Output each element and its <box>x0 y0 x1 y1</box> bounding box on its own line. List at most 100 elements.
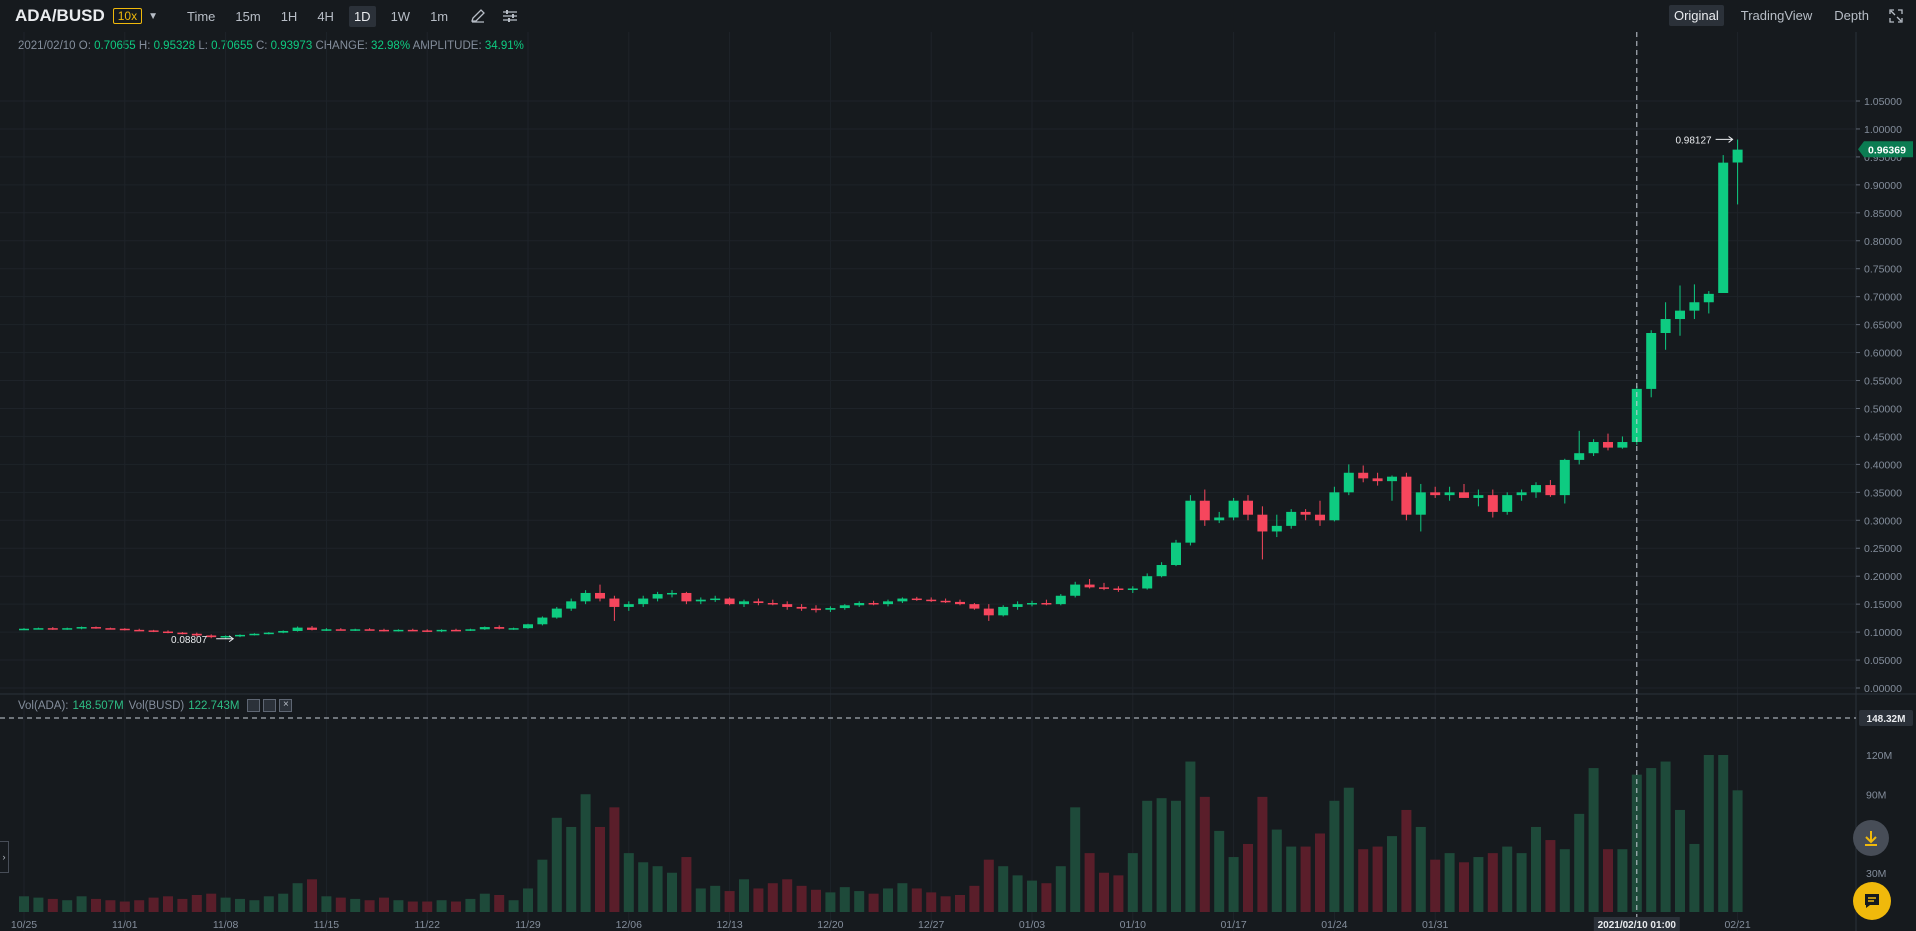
volume-bar <box>1646 768 1657 912</box>
y-tick-label: 0.50000 <box>1864 403 1902 415</box>
chat-button[interactable] <box>1853 882 1891 920</box>
interval-1w[interactable]: 1W <box>390 8 411 24</box>
volume-bar <box>422 901 433 912</box>
x-tick-label: 01/17 <box>1220 919 1246 931</box>
ohlc-date: 2021/02/10 <box>18 40 76 52</box>
volume-bar <box>1257 796 1268 912</box>
x-tick-label: 12/06 <box>616 919 642 931</box>
volume-bar <box>1516 853 1527 912</box>
x-tick-label: 11/29 <box>515 919 541 931</box>
candle <box>292 626 303 632</box>
volume-bar <box>911 888 922 912</box>
volume-bar <box>710 885 721 912</box>
eye-icon[interactable] <box>247 699 261 712</box>
y-tick-label: 1.00000 <box>1864 124 1902 136</box>
volume-bar <box>739 879 749 912</box>
x-tick-label: 11/08 <box>213 919 239 931</box>
side-panel-toggle[interactable]: › <box>0 841 9 873</box>
expand-icon[interactable] <box>1888 8 1904 24</box>
volume-bar <box>1660 761 1671 912</box>
y-tick-label: 0.40000 <box>1864 459 1902 471</box>
volume-bar <box>76 896 87 912</box>
candle <box>926 597 937 602</box>
candle <box>1588 439 1599 456</box>
volume-bar <box>91 898 101 912</box>
interval-15m[interactable]: 15m <box>235 8 261 24</box>
close-icon[interactable]: × <box>279 699 293 712</box>
interval-time[interactable]: Time <box>187 8 216 24</box>
gear-icon[interactable] <box>263 699 277 712</box>
y-tick-label: 0.05000 <box>1864 655 1902 667</box>
y-tick-label: 0.55000 <box>1864 376 1902 388</box>
candle <box>1444 486 1455 501</box>
candle <box>998 605 1009 617</box>
volume-bar <box>998 866 1009 912</box>
candle <box>436 629 447 633</box>
volume-bar <box>278 893 289 912</box>
view-tradingview[interactable]: TradingView <box>1740 8 1813 23</box>
candle <box>523 623 533 629</box>
candle <box>119 628 130 631</box>
vol-tick-label: 30M <box>1866 868 1886 880</box>
candle <box>321 628 332 631</box>
interval-1d[interactable]: 1D <box>348 5 376 27</box>
candle <box>1070 581 1081 598</box>
candle <box>206 634 217 639</box>
pencil-icon[interactable] <box>469 7 487 25</box>
candle <box>465 628 476 631</box>
volume-bar <box>595 826 605 912</box>
candle <box>1228 497 1239 521</box>
download-button[interactable] <box>1853 820 1889 856</box>
chevron-down-icon[interactable]: ▼ <box>148 10 158 22</box>
candle <box>1516 489 1527 501</box>
leverage-badge[interactable]: 10x <box>112 8 143 24</box>
y-tick-label: 0.25000 <box>1864 543 1902 555</box>
volume-bar <box>1185 761 1196 912</box>
price-chart[interactable]: 1.050001.000000.950000.900000.850000.800… <box>0 32 1916 931</box>
interval-4h[interactable]: 4H <box>317 8 334 24</box>
ohlc-low-label: L: <box>198 40 208 52</box>
volume-bar <box>1127 853 1138 912</box>
volume-bar <box>1588 768 1599 912</box>
candle <box>1271 514 1282 538</box>
volume-bar <box>206 893 217 912</box>
volume-bar <box>62 900 73 912</box>
candle <box>1415 483 1426 532</box>
ohlc-legend: 2021/02/10 O: 0.70655 H: 0.95328 L: 0.70… <box>18 40 524 52</box>
volume-bar <box>47 898 58 912</box>
interval-1h[interactable]: 1H <box>280 8 298 24</box>
last-price-tag <box>1858 141 1913 158</box>
volume-bar <box>825 892 836 912</box>
candle <box>1487 489 1498 518</box>
x-tick-label: 11/01 <box>112 919 138 931</box>
volume-bar <box>969 885 980 912</box>
volume-bar <box>1171 800 1181 912</box>
vol-ada-value: 148.507M <box>72 699 124 712</box>
candle <box>422 629 433 633</box>
crosshair-value-label: 148.32M <box>1867 714 1906 725</box>
volume-bar <box>1084 853 1095 912</box>
volume-bar <box>1430 859 1441 912</box>
view-original[interactable]: Original <box>1668 5 1724 26</box>
volume-bar <box>1271 829 1282 912</box>
volume-bar <box>1574 813 1585 912</box>
candle <box>595 584 605 602</box>
volume-bar <box>119 901 130 912</box>
volume-bar <box>393 900 404 912</box>
candle <box>681 591 692 605</box>
crosshair-date-label: 2021/02/10 01:00 <box>1598 920 1677 931</box>
y-tick-label: 0.30000 <box>1864 515 1902 527</box>
y-tick-label: 0.75000 <box>1864 264 1902 276</box>
candle <box>1300 509 1311 521</box>
candle <box>1127 586 1138 593</box>
crosshair-value-box <box>1859 709 1913 726</box>
interval-1m[interactable]: 1m <box>430 8 449 24</box>
candle <box>1084 578 1095 589</box>
candle <box>537 616 548 626</box>
ohlc-open-label: O: <box>78 40 91 52</box>
candle <box>566 598 577 611</box>
settings-sliders-icon[interactable] <box>501 7 519 25</box>
volume-bar <box>854 891 865 912</box>
volume-bar <box>1214 830 1225 912</box>
view-depth[interactable]: Depth <box>1834 8 1869 23</box>
